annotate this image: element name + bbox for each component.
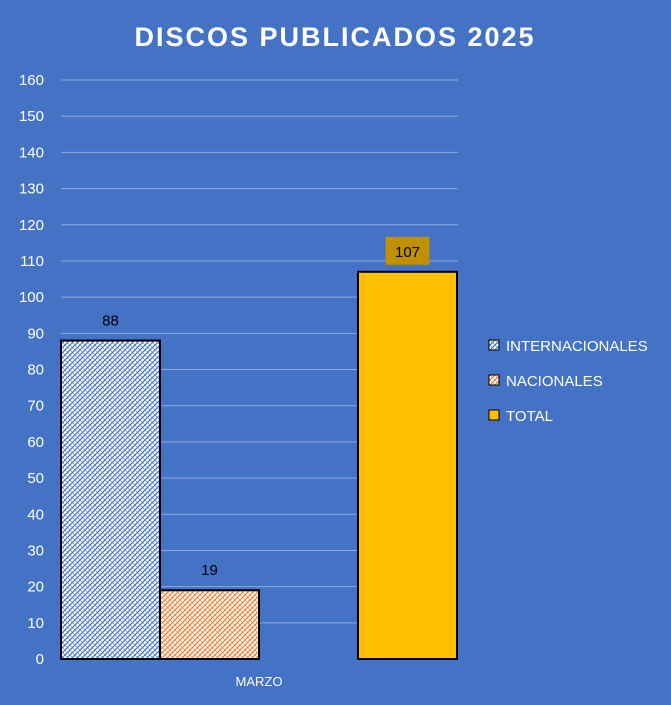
y-tick-label: 30 [27, 542, 44, 559]
y-tick-label: 160 [19, 72, 44, 89]
data-label-total: 107 [395, 244, 420, 261]
legend-swatch-internacionales [488, 339, 500, 351]
y-tick-label: 80 [27, 362, 44, 379]
legend-swatch-total [488, 409, 500, 421]
y-tick-label: 90 [27, 325, 44, 342]
y-tick-label: 150 [19, 108, 44, 125]
x-category-label: MARZO [236, 674, 283, 689]
y-tick-label: 20 [27, 579, 44, 596]
chart-title: DISCOS PUBLICADOS 2025 [134, 22, 535, 52]
bar-internacionales [60, 339, 161, 660]
y-tick-label: 110 [20, 253, 44, 270]
y-tick-label: 120 [19, 217, 44, 234]
y-tick-label: 40 [27, 506, 44, 523]
y-axis-tick-labels: 0 10 20 30 40 50 60 70 80 90 100 110 120 130 140 150 160 [19, 72, 44, 668]
y-tick-label: 70 [27, 398, 44, 415]
legend-label-internacionales: INTERNACIONALES [506, 338, 648, 355]
bar-nacionales [159, 589, 260, 661]
y-tick-label: 10 [27, 615, 44, 632]
y-tick-label: 50 [27, 470, 44, 487]
legend-item-nacionales: NACIONALES [488, 373, 603, 390]
y-tick-label: 60 [27, 434, 44, 451]
data-label-internacionales: 88 [102, 313, 119, 330]
legend-label-nacionales: NACIONALES [506, 373, 603, 390]
legend: INTERNACIONALES NACIONALES TOTAL [488, 338, 648, 425]
y-tick-label: 100 [19, 289, 44, 306]
legend-item-internacionales: INTERNACIONALES [488, 338, 648, 355]
legend-item-total: TOTAL [488, 408, 553, 425]
bars [60, 270, 458, 661]
data-label-total-background [385, 236, 430, 265]
legend-label-total: TOTAL [506, 408, 553, 425]
data-labels: 88 19 107 [102, 236, 430, 579]
y-tick-label: 140 [19, 144, 44, 161]
y-tick-label: 0 [36, 651, 44, 668]
y-tick-label: 130 [19, 181, 44, 198]
data-label-nacionales: 19 [201, 562, 218, 579]
bar-total [357, 270, 458, 660]
legend-swatch-nacionales [488, 374, 500, 386]
